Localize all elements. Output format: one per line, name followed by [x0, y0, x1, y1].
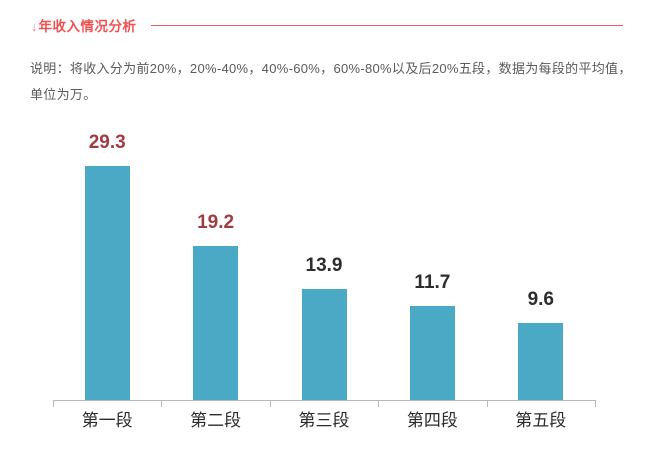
bar-segment-1: [84, 165, 130, 400]
x-axis-category-label: 第二段: [190, 411, 242, 430]
bar-value-label: 11.7: [414, 272, 451, 294]
x-axis-tick: [161, 400, 163, 407]
x-axis-category-label: 第一段: [81, 411, 133, 430]
header-rule: [150, 24, 623, 26]
bar-value-label: 29.3: [88, 131, 126, 153]
bar-segment-3: [301, 288, 347, 400]
bar-value-label: 13.9: [305, 254, 343, 276]
x-axis-tick: [53, 400, 54, 407]
bar-value-label: 19.2: [197, 212, 235, 234]
x-axis-tick: [486, 400, 488, 407]
x-axis-category-label: 第四段: [406, 411, 458, 430]
bar-segment-5: [518, 323, 564, 400]
section-header: ↓ 年收入情况分析: [31, 15, 623, 35]
bar-segment-2: [193, 246, 239, 400]
section-title: 年收入情况分析: [38, 19, 137, 34]
x-axis-category-label: 第五段: [515, 411, 567, 430]
down-arrow-icon: ↓: [31, 18, 38, 34]
bar-segment-4: [409, 306, 455, 400]
x-axis-tick: [378, 400, 380, 407]
x-axis-tick: [269, 400, 271, 407]
chart-description: 说明：将收入分为前20%，20%-40%，40%-60%，60%-80%以及后2…: [30, 61, 632, 102]
x-axis-line: [53, 400, 595, 401]
x-axis-tick: [595, 400, 596, 407]
bar-value-label: 9.6: [527, 289, 554, 311]
x-axis-category-label: 第三段: [298, 411, 350, 430]
